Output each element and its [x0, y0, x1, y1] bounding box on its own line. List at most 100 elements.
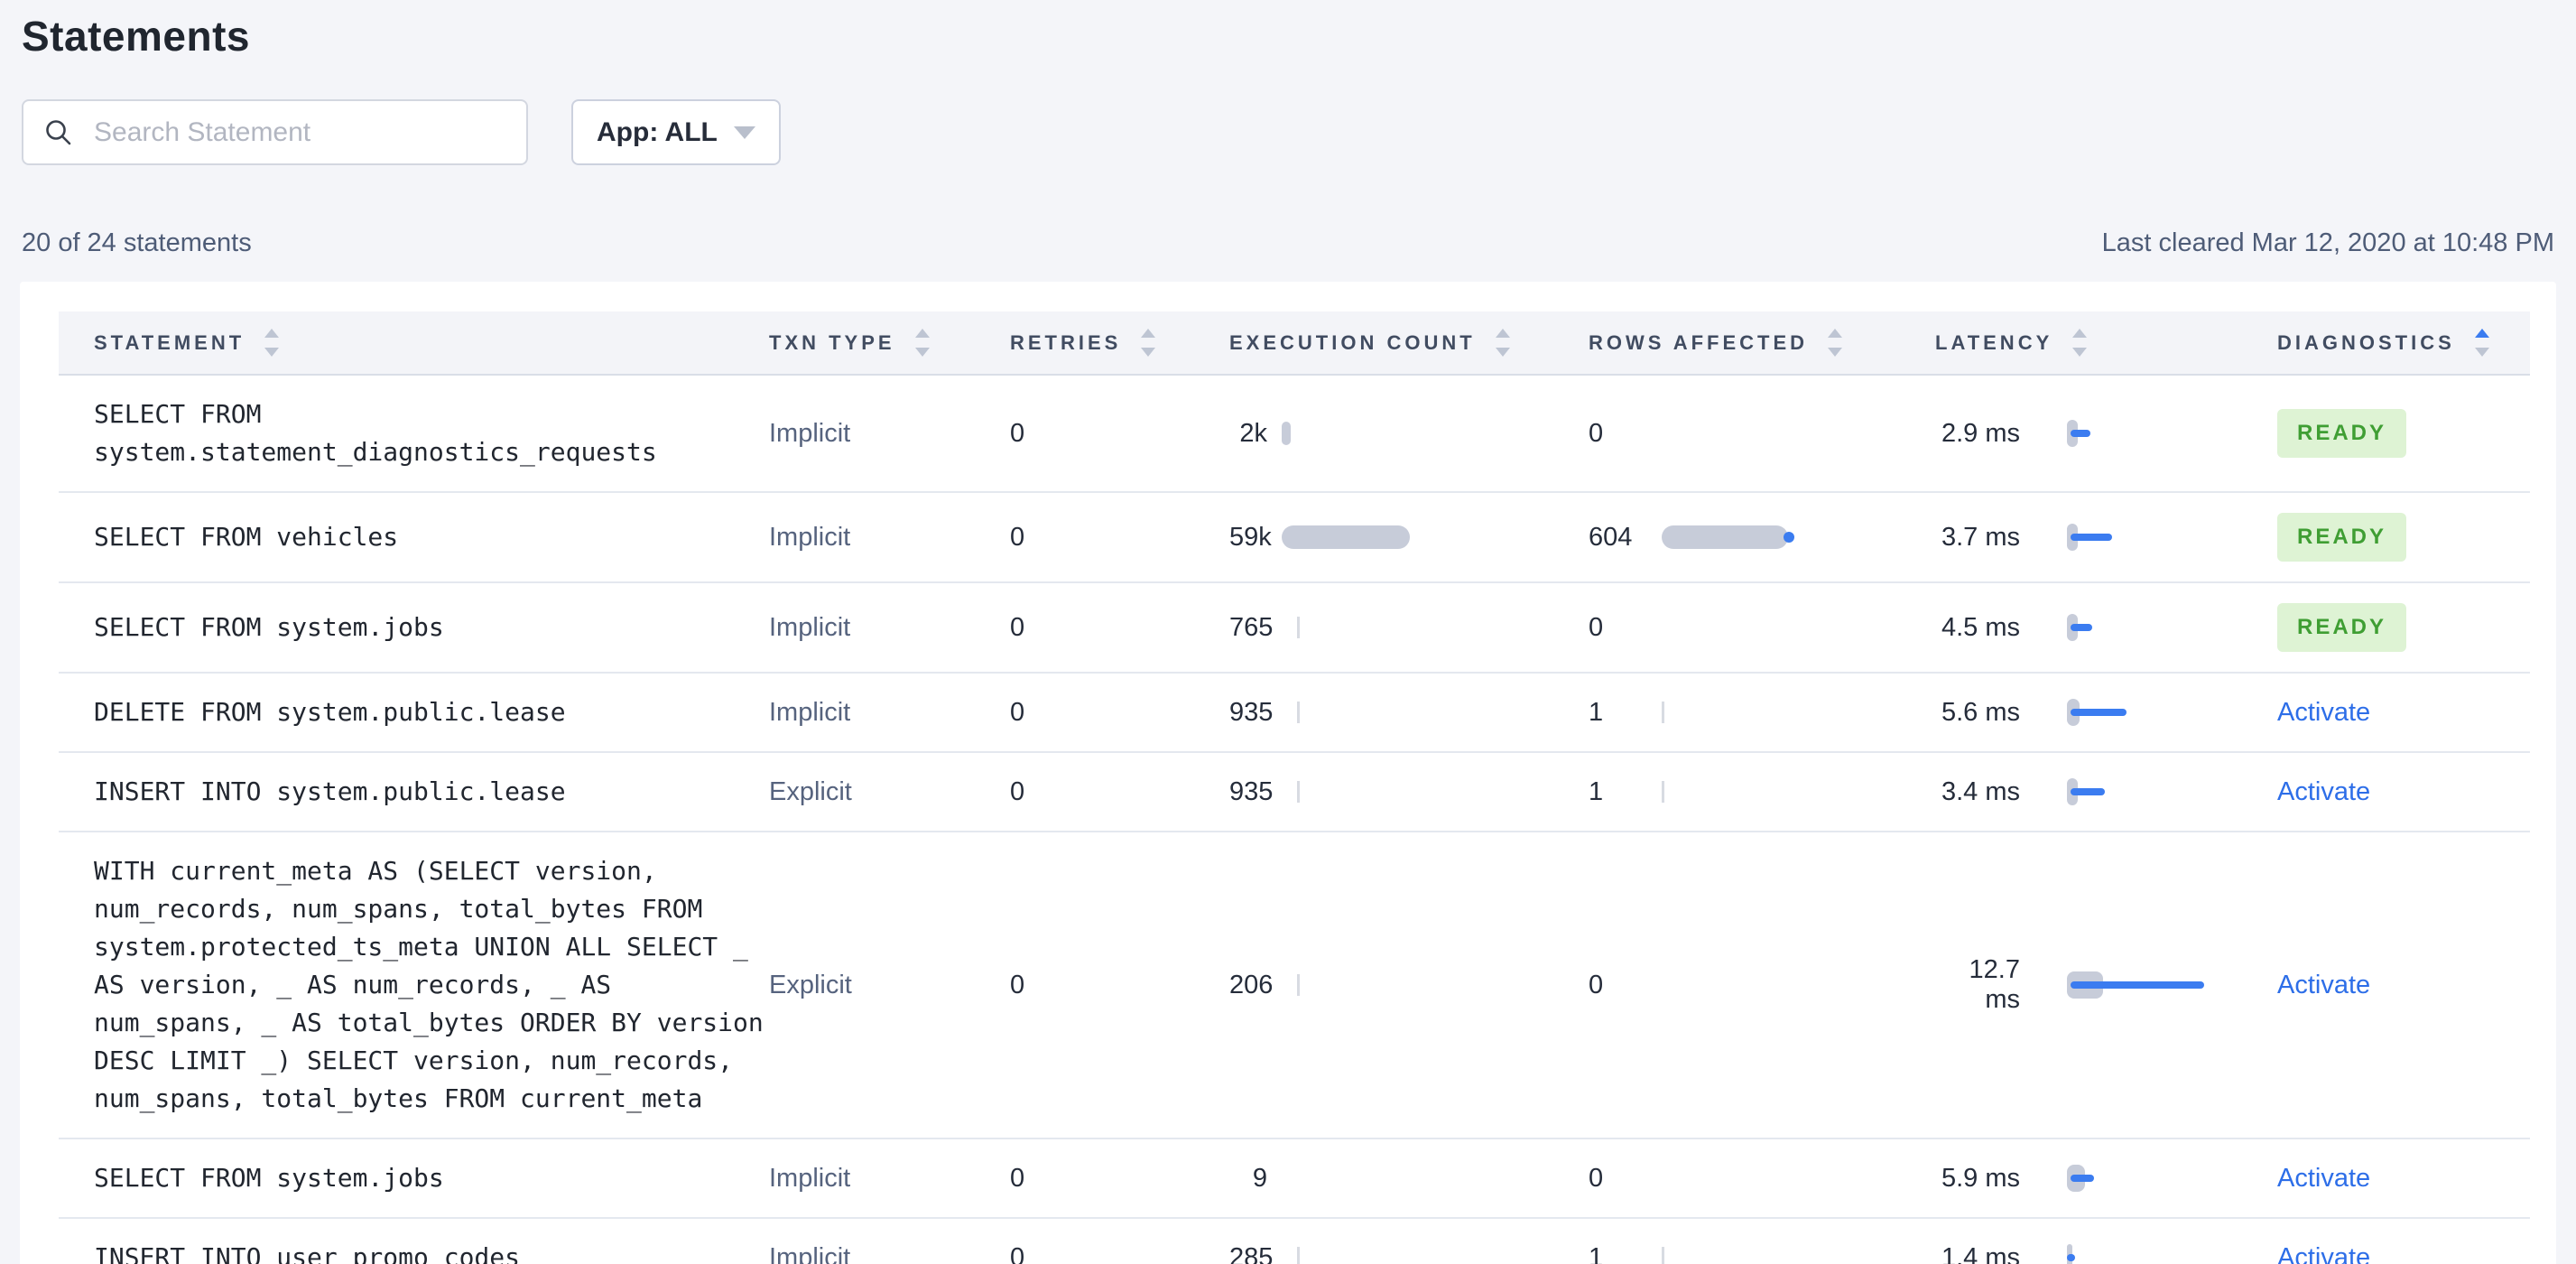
activate-diagnostics-link[interactable]: Activate	[2277, 697, 2371, 727]
activate-diagnostics-link[interactable]: Activate	[2277, 970, 2371, 999]
rows-affected-bar	[1662, 524, 1820, 551]
txn-type-value: Explicit	[769, 776, 852, 806]
latency-value: 5.9 ms	[1941, 1163, 2020, 1193]
latency-bar	[2071, 534, 2112, 541]
sort-arrows[interactable]	[1828, 329, 1843, 357]
txn-type-value: Implicit	[769, 1242, 851, 1264]
activate-diagnostics-link[interactable]: Activate	[2277, 1242, 2371, 1264]
statement-row: DELETE FROM system.public.lease Implicit…	[59, 673, 2530, 753]
sort-arrows[interactable]	[1141, 329, 1156, 357]
statement-text[interactable]: SELECT FROM vehicles	[94, 522, 399, 552]
retries-value: 0	[1010, 1163, 1025, 1193]
latency-plot	[2067, 776, 2234, 808]
latency-value: 3.4 ms	[1941, 776, 2020, 806]
diagnostics-ready-badge[interactable]: READY	[2277, 409, 2407, 458]
txn-type-value: Implicit	[769, 1163, 851, 1193]
search-input[interactable]	[92, 116, 506, 149]
sort-asc-icon[interactable]	[1141, 329, 1156, 338]
rows-affected-value: 0	[1589, 1163, 1604, 1193]
statement-text[interactable]: SELECT FROM system.statement_diagnostics…	[94, 399, 657, 467]
sort-asc-icon[interactable]	[2072, 329, 2088, 338]
column-header-txn-type[interactable]: TXN TYPE	[769, 311, 1010, 376]
column-header-execution-count[interactable]: EXECUTION COUNT	[1229, 311, 1589, 376]
latency-bar	[2071, 788, 2105, 795]
rows-affected-value: 0	[1589, 612, 1604, 642]
latency-bar	[2071, 1175, 2094, 1182]
sort-asc-icon[interactable]	[914, 329, 930, 338]
app-filter-label: App: ALL	[597, 116, 718, 147]
statements-table-card: STATEMENT TXN TYPE RETRIES EXECUTIO	[20, 282, 2556, 1264]
statement-row: SELECT FROM system.statement_diagnostics…	[59, 375, 2530, 493]
rows-affected-value: 0	[1589, 418, 1604, 448]
sort-asc-icon[interactable]	[1495, 329, 1510, 338]
sort-desc-icon[interactable]	[264, 348, 280, 357]
execution-count-bar	[1282, 1244, 1440, 1264]
retries-value: 0	[1010, 612, 1025, 642]
execution-count-value: 9	[1252, 1163, 1267, 1193]
statement-row: SELECT FROM system.jobs Implicit 0 765 0…	[59, 582, 2530, 674]
retries-value: 0	[1010, 418, 1025, 448]
rows-affected-value: 604	[1589, 522, 1633, 552]
retries-value: 0	[1010, 1242, 1025, 1264]
execution-count-bar	[1282, 1165, 1440, 1192]
statement-text[interactable]: WITH current_meta AS (SELECT version, nu…	[94, 856, 764, 1113]
sort-arrows[interactable]	[914, 329, 930, 357]
latency-bar	[2071, 624, 2092, 631]
statement-text[interactable]: DELETE FROM system.public.lease	[94, 697, 566, 727]
sort-arrows[interactable]	[2474, 329, 2489, 357]
sort-asc-icon[interactable]	[2474, 329, 2489, 338]
statement-text[interactable]: SELECT FROM system.jobs	[94, 612, 444, 642]
sort-arrows[interactable]	[2072, 329, 2088, 357]
sort-desc-icon[interactable]	[2072, 348, 2088, 357]
sort-arrows[interactable]	[1495, 329, 1510, 357]
diagnostics-ready-badge[interactable]: READY	[2277, 513, 2407, 562]
sort-desc-icon[interactable]	[1495, 348, 1510, 357]
app-filter-dropdown[interactable]: App: ALL	[571, 99, 781, 165]
sort-desc-icon[interactable]	[2474, 348, 2489, 357]
column-header-rows-affected[interactable]: ROWS AFFECTED	[1589, 311, 1935, 376]
column-header-diagnostics[interactable]: DIAGNOSTICS	[2277, 311, 2530, 376]
rows-affected-bar	[1662, 971, 1820, 999]
txn-type-value: Implicit	[769, 418, 851, 448]
execution-count-bar	[1282, 524, 1440, 551]
execution-count-bar	[1282, 614, 1440, 641]
sort-asc-icon[interactable]	[1828, 329, 1843, 338]
latency-bar	[2067, 1254, 2075, 1261]
txn-type-value: Implicit	[769, 522, 851, 552]
chevron-down-icon	[733, 125, 755, 139]
activate-diagnostics-link[interactable]: Activate	[2277, 776, 2371, 806]
activate-diagnostics-link[interactable]: Activate	[2277, 1163, 2371, 1193]
sort-desc-icon[interactable]	[1828, 348, 1843, 357]
sort-asc-icon[interactable]	[264, 329, 280, 338]
meta-row: 20 of 24 statements Last cleared Mar 12,…	[22, 228, 2554, 258]
rows-affected-value: 1	[1589, 776, 1604, 806]
execution-count-value: 285	[1229, 1242, 1274, 1264]
retries-value: 0	[1010, 697, 1025, 727]
results-count: 20 of 24 statements	[22, 228, 252, 257]
column-header-statement[interactable]: STATEMENT	[59, 311, 769, 376]
toolbar: App: ALL	[22, 99, 2554, 165]
rows-affected-value: 1	[1589, 1242, 1604, 1264]
diagnostics-ready-badge[interactable]: READY	[2277, 603, 2407, 652]
statement-text[interactable]: SELECT FROM system.jobs	[94, 1163, 444, 1193]
statement-text[interactable]: INSERT INTO user_promo_codes	[94, 1242, 521, 1264]
execution-count-value: 2k	[1239, 418, 1267, 448]
sort-desc-icon[interactable]	[914, 348, 930, 357]
statement-text[interactable]: INSERT INTO system.public.lease	[94, 776, 566, 806]
column-header-label: LATENCY	[1935, 330, 2053, 354]
latency-plot	[2067, 696, 2234, 729]
latency-plot	[2067, 969, 2234, 1001]
search-statement-box[interactable]	[22, 99, 528, 165]
sort-arrows[interactable]	[264, 329, 280, 357]
statement-row: WITH current_meta AS (SELECT version, nu…	[59, 832, 2530, 1139]
execution-count-bar	[1282, 778, 1440, 805]
rows-affected-value: 0	[1589, 970, 1604, 999]
latency-bar	[2071, 430, 2090, 437]
sort-desc-icon[interactable]	[1141, 348, 1156, 357]
latency-bar	[2071, 709, 2127, 716]
latency-plot	[2067, 1241, 2234, 1264]
execution-count-bar	[1282, 971, 1440, 999]
column-header-latency[interactable]: LATENCY	[1935, 311, 2277, 376]
column-header-retries[interactable]: RETRIES	[1010, 311, 1229, 376]
